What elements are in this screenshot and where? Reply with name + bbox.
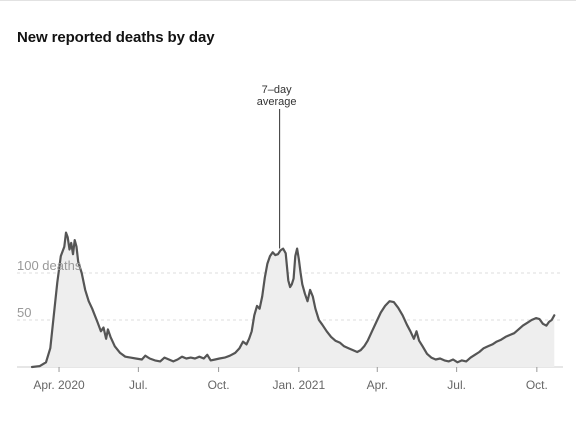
x-tick-label-0: Apr. 2020 [33, 378, 85, 392]
chart-title: New reported deaths by day [17, 29, 215, 46]
series-line [30, 231, 556, 369]
x-tick-label-5: Jul. [447, 378, 466, 392]
annotation-label-0: 7–day [262, 84, 292, 96]
x-tick-label-2: Oct. [208, 378, 230, 392]
y-tick-label-50: 50 [17, 305, 31, 320]
x-tick-label-6: Oct. [526, 378, 548, 392]
x-tick-labels: Apr. 2020 Jul. Oct. Jan. 2021 Apr. Jul. Oct. [33, 367, 548, 392]
x-tick-label-4: Apr. [367, 378, 388, 392]
x-tick-label-3: Jan. 2021 [272, 378, 325, 392]
series-area [32, 232, 555, 367]
y-tick-labels: 100 deaths 50 [17, 258, 82, 320]
annotation-label-1: average [257, 96, 297, 108]
y-tick-label-100: 100 deaths [17, 258, 82, 273]
area-layer [30, 231, 556, 369]
x-tick-label-1: Jul. [129, 378, 148, 392]
